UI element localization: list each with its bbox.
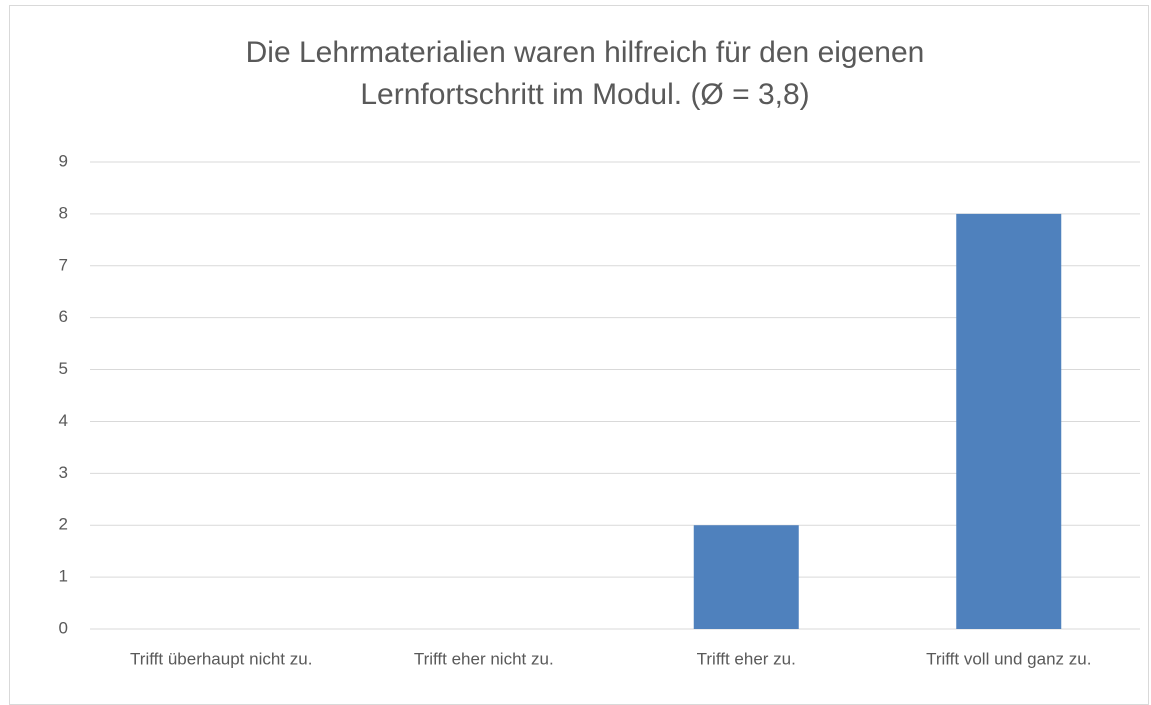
x-tick-label: Trifft voll und ganz zu.	[926, 649, 1091, 668]
x-tick-label: Trifft überhaupt nicht zu.	[130, 649, 312, 668]
y-tick-label: 8	[59, 203, 68, 222]
chart: 0 1 2 3 4 5 6 7 8 9 Trifft überhaupt nicht zu. Trif…	[59, 151, 1140, 668]
y-tick-label: 9	[59, 151, 68, 170]
page: {"chart_data": {"type": "bar", "title": …	[9, 5, 1149, 705]
y-tick-label: 2	[59, 515, 68, 534]
y-tick-label: 4	[59, 411, 68, 430]
y-tick-label: 6	[59, 307, 68, 326]
y-tick-label: 5	[59, 359, 68, 378]
bar	[956, 213, 1062, 629]
y-tick-label: 1	[59, 567, 68, 586]
y-tick-label: 3	[59, 463, 68, 482]
chart-title: Die Lehrmaterialien waren hilfreich für …	[245, 36, 925, 111]
x-tick-label: Trifft eher nicht zu.	[414, 649, 554, 668]
x-tick-label: Trifft eher zu.	[697, 649, 796, 668]
bar	[693, 525, 799, 629]
y-tick-label: 7	[59, 255, 68, 274]
y-tick-label: 0	[59, 618, 68, 637]
